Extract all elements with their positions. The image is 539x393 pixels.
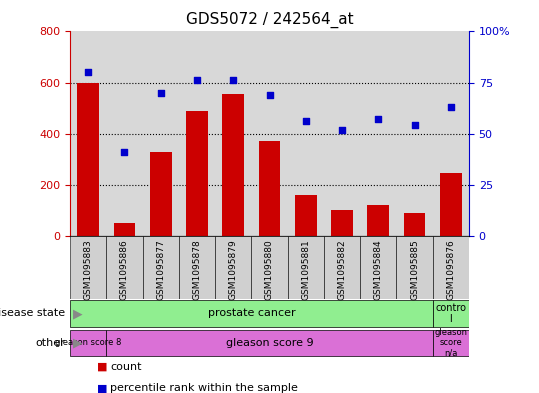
Text: ▶: ▶ [73,336,82,349]
Point [301,118,310,125]
Bar [288,236,324,299]
Text: GSM1095883: GSM1095883 [84,239,93,300]
Text: prostate cancer: prostate cancer [208,309,295,318]
Bar [433,236,469,299]
Bar [77,83,99,236]
Bar [259,141,280,236]
Point [84,69,93,75]
Bar [150,151,171,236]
Bar [331,210,353,236]
Bar [396,236,433,299]
Text: GSM1095878: GSM1095878 [192,239,202,300]
Bar [106,330,433,356]
Bar [324,236,360,299]
Bar [251,236,288,299]
Bar [404,213,425,236]
Bar [179,31,215,236]
Bar [70,236,106,299]
Text: gleason score 8: gleason score 8 [55,338,121,347]
Text: ■: ■ [97,383,107,393]
Bar [215,31,251,236]
Point [410,122,419,129]
Text: GSM1095880: GSM1095880 [265,239,274,300]
Point [338,127,347,133]
Bar [440,173,462,236]
Bar [106,236,143,299]
Text: GSM1095886: GSM1095886 [120,239,129,300]
Bar [433,31,469,236]
Point [192,77,201,84]
Bar [70,31,106,236]
Bar [186,111,208,236]
Point [446,104,455,110]
Text: GSM1095882: GSM1095882 [337,239,347,299]
Point [156,90,165,96]
Bar [215,236,251,299]
Bar [143,236,179,299]
Text: count: count [110,362,142,371]
Bar [288,31,324,236]
Point [120,149,129,155]
Bar [433,300,469,327]
Bar [179,236,215,299]
Point [265,92,274,98]
Text: GSM1095885: GSM1095885 [410,239,419,300]
Text: GSM1095876: GSM1095876 [446,239,455,300]
Text: gleason
score
n/a: gleason score n/a [434,328,467,358]
Text: ■: ■ [97,362,107,371]
Bar [433,330,469,356]
Bar [360,236,396,299]
Bar [114,223,135,236]
Bar [143,31,179,236]
Bar [70,330,106,356]
Text: GSM1095879: GSM1095879 [229,239,238,300]
Bar [106,31,143,236]
Bar [251,31,288,236]
Text: GSM1095881: GSM1095881 [301,239,310,300]
Text: contro
l: contro l [436,303,466,324]
Bar [223,94,244,236]
Bar [368,205,389,236]
Text: gleason score 9: gleason score 9 [226,338,313,348]
Point [374,116,383,123]
Text: ▶: ▶ [73,307,82,320]
Text: GDS5072 / 242564_at: GDS5072 / 242564_at [186,12,353,28]
Bar [295,195,316,236]
Bar [324,31,360,236]
Text: GSM1095884: GSM1095884 [374,239,383,299]
Text: disease state: disease state [0,309,65,318]
Bar [396,31,433,236]
Text: percentile rank within the sample: percentile rank within the sample [110,383,299,393]
Point [229,77,238,84]
Bar [360,31,396,236]
Text: other: other [35,338,65,348]
Text: GSM1095877: GSM1095877 [156,239,165,300]
